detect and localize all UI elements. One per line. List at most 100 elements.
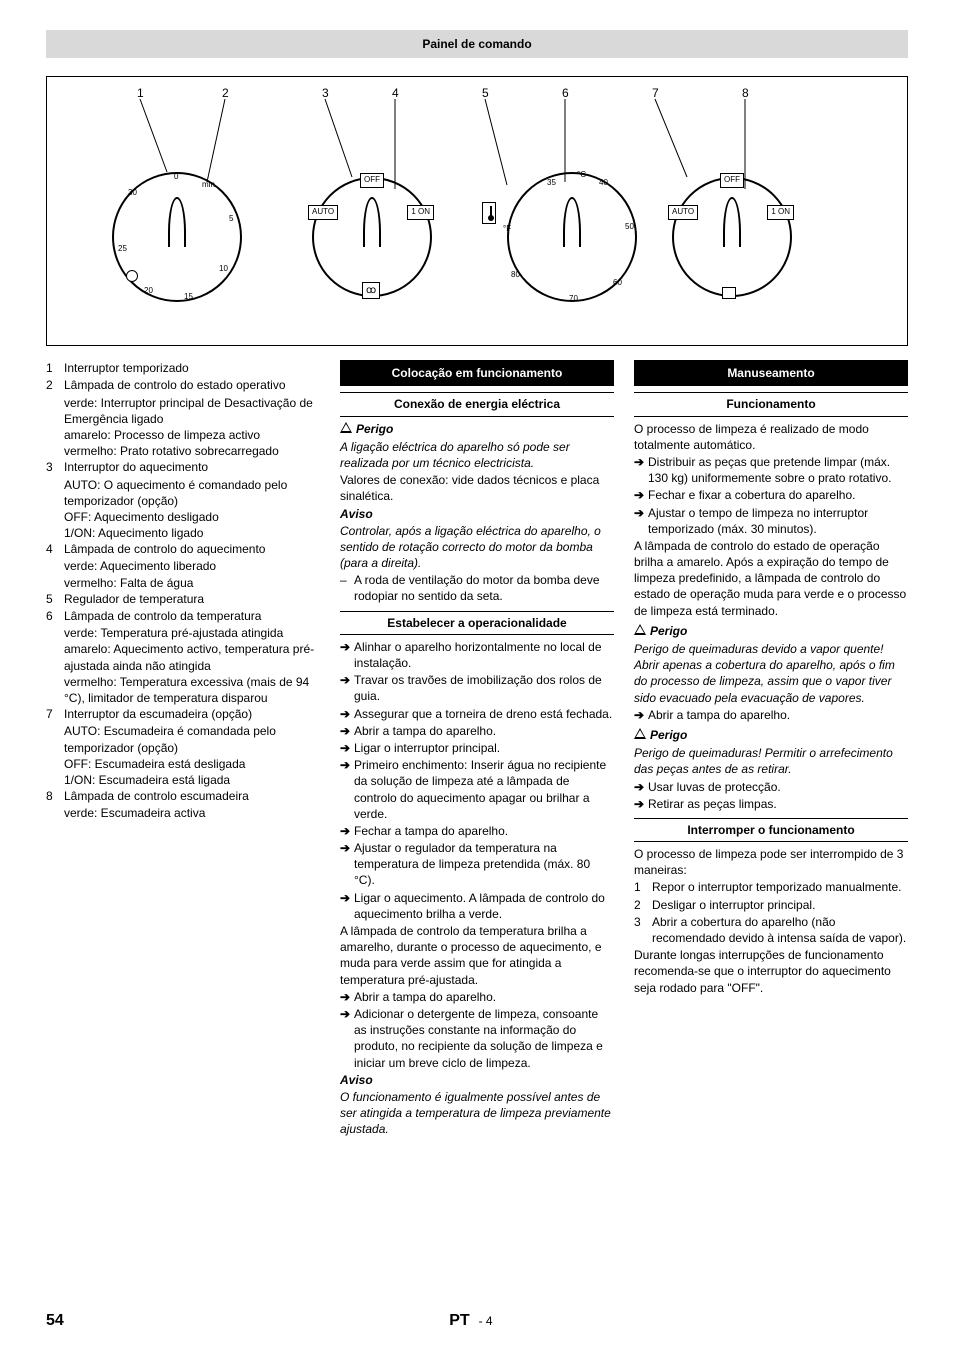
- page-footer: 54 PT - 4: [46, 1310, 908, 1332]
- arrow-icon: ➔: [340, 840, 354, 889]
- legend-sub: vermelho: Temperatura excessiva (mais de…: [64, 674, 320, 706]
- list-num: 2: [634, 897, 652, 913]
- legend-num: 8: [46, 788, 64, 804]
- legend-num: 2: [46, 377, 64, 393]
- dash: –: [340, 572, 354, 604]
- arrow-icon: ➔: [634, 779, 648, 795]
- text: Ligar o interruptor principal.: [354, 740, 614, 756]
- legend-text: Regulador de temperatura: [64, 591, 320, 607]
- legend-sub: 1/ON: Escumadeira está ligada: [64, 772, 320, 788]
- subhead-funcionamento: Funcionamento: [634, 392, 908, 416]
- dial-timer: 0 min 5 10 15 20 25 30: [112, 172, 242, 302]
- text: O processo de limpeza é realizado de mod…: [634, 421, 908, 453]
- arrow-icon: ➔: [340, 890, 354, 922]
- text: A lâmpada de controlo do estado de opera…: [634, 538, 908, 619]
- text: Fechar a tampa do aparelho.: [354, 823, 614, 839]
- text: Usar luvas de protecção.: [648, 779, 908, 795]
- text: O funcionamento é igualmente possível an…: [340, 1089, 614, 1138]
- aviso-label: Aviso: [340, 1072, 614, 1088]
- text: A ligação eléctrica do aparelho só pode …: [340, 439, 614, 471]
- text: Alinhar o aparelho horizontalmente no lo…: [354, 639, 614, 671]
- text: Perigo de queimaduras! Permitir o arrefe…: [634, 745, 908, 777]
- legend-sub: verde: Temperatura pré-ajustada atingida: [64, 625, 320, 641]
- legend-text: Interruptor da escumadeira (opção): [64, 706, 320, 722]
- legend-text: Lâmpada de controlo escumadeira: [64, 788, 320, 804]
- arrow-icon: ➔: [340, 1006, 354, 1071]
- warn-label: Perigo: [650, 623, 687, 639]
- text: A lâmpada de controlo da temperatura bri…: [340, 923, 614, 988]
- arrow-icon: ➔: [340, 706, 354, 722]
- section-title-startup: Colocação em funcionamento: [340, 360, 614, 386]
- text: Controlar, após a ligação eléctrica do a…: [340, 523, 614, 572]
- warning-icon: [340, 422, 352, 433]
- legend-sub: AUTO: O aquecimento é comandado pelo tem…: [64, 477, 320, 509]
- control-panel-diagram: 1 2 3 4 5 6 7 8 0 min 5 10 15 20 25 30 O…: [46, 76, 908, 346]
- thermometer-icon: [482, 202, 496, 224]
- list-num: 1: [634, 879, 652, 895]
- arrow-icon: ➔: [634, 487, 648, 503]
- dial-skimmer: OFF AUTO 1 ON: [672, 177, 792, 297]
- warning-icon: [634, 624, 646, 635]
- page-number: 54: [46, 1310, 64, 1332]
- dial-temperature: °C 35 40 50 60 70 80 °F: [507, 172, 637, 302]
- text: Ajustar o tempo de limpeza no interrupto…: [648, 505, 908, 537]
- legend-text: Lâmpada de controlo da temperatura: [64, 608, 320, 624]
- list-num: 3: [634, 914, 652, 946]
- arrow-icon: ➔: [634, 454, 648, 486]
- text: Ajustar o regulador da temperatura na te…: [354, 840, 614, 889]
- legend-num: 6: [46, 608, 64, 624]
- column-startup: Colocação em funcionamento Conexão de en…: [340, 360, 614, 1138]
- section-title-operation: Manuseamento: [634, 360, 908, 386]
- legend-sub: OFF: Aquecimento desligado: [64, 509, 320, 525]
- legend-sub: verde: Aquecimento liberado: [64, 558, 320, 574]
- arrow-icon: ➔: [634, 505, 648, 537]
- arrow-icon: ➔: [340, 639, 354, 671]
- legend-text: Lâmpada de controlo do aquecimento: [64, 541, 320, 557]
- legend-sub: vermelho: Prato rotativo sobrecarregado: [64, 443, 320, 459]
- arrow-icon: ➔: [340, 989, 354, 1005]
- sub-page: - 4: [479, 1314, 493, 1328]
- arrow-icon: ➔: [634, 707, 648, 723]
- legend-sub: OFF: Escumadeira está desligada: [64, 756, 320, 772]
- legend-sub: amarelo: Processo de limpeza activo: [64, 427, 320, 443]
- warn-label: Perigo: [650, 727, 687, 743]
- text: A roda de ventilação do motor da bomba d…: [354, 572, 614, 604]
- legend-sub: verde: Escumadeira activa: [64, 805, 320, 821]
- arrow-icon: ➔: [340, 823, 354, 839]
- legend-sub: vermelho: Falta de água: [64, 575, 320, 591]
- legend-num: 4: [46, 541, 64, 557]
- text: Repor o interruptor temporizado manualme…: [652, 879, 901, 895]
- legend-sub: amarelo: Aquecimento activo, temperatura…: [64, 641, 320, 673]
- dial-heating: OFF AUTO 1 ON ꚙ: [312, 177, 432, 297]
- arrow-icon: ➔: [340, 723, 354, 739]
- clock-icon: [126, 270, 138, 282]
- warning-icon: [634, 728, 646, 739]
- text: Ligar o aquecimento. A lâmpada de contro…: [354, 890, 614, 922]
- lang-code: PT: [449, 1312, 469, 1329]
- column-operation: Manuseamento Funcionamento O processo de…: [634, 360, 908, 1138]
- warn-label: Perigo: [356, 421, 393, 437]
- text: Durante longas interrupções de funcionam…: [634, 947, 908, 996]
- text: O processo de limpeza pode ser interromp…: [634, 846, 908, 878]
- text: Perigo de queimaduras devido a vapor que…: [634, 641, 908, 706]
- text: Distribuir as peças que pretende limpar …: [648, 454, 908, 486]
- section-banner: Painel de comando: [46, 30, 908, 58]
- text: Retirar as peças limpas.: [648, 796, 908, 812]
- text: Desligar o interruptor principal.: [652, 897, 815, 913]
- arrow-icon: ➔: [340, 740, 354, 756]
- heat-icon: ꚙ: [362, 282, 380, 300]
- text: Fechar e fixar a cobertura do aparelho.: [648, 487, 908, 503]
- legend-sub: verde: Interruptor principal de Desactiv…: [64, 395, 320, 427]
- text: Abrir a tampa do aparelho.: [648, 707, 790, 723]
- legend-sub: 1/ON: Aquecimento ligado: [64, 525, 320, 541]
- text: Travar os travões de imobilização dos ro…: [354, 672, 614, 704]
- legend-num: 5: [46, 591, 64, 607]
- legend-column: 1Interruptor temporizado2Lâmpada de cont…: [46, 360, 320, 1138]
- aviso-label: Aviso: [340, 506, 614, 522]
- text: Primeiro enchimento: Inserir água no rec…: [354, 757, 614, 822]
- subhead-setup: Estabelecer a operacionalidade: [340, 611, 614, 635]
- legend-sub: AUTO: Escumadeira é comandada pelo tempo…: [64, 723, 320, 755]
- text: Abrir a tampa do aparelho.: [354, 989, 614, 1005]
- subhead-interrupt: Interromper o funcionamento: [634, 818, 908, 842]
- arrow-icon: ➔: [340, 757, 354, 822]
